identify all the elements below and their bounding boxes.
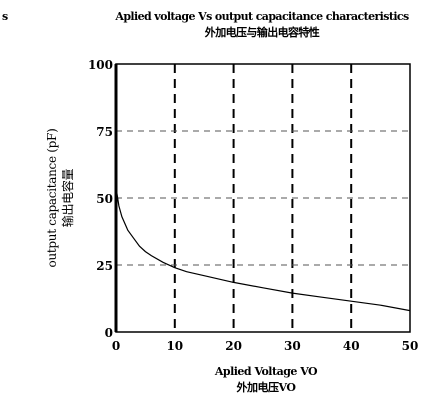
y-tick-label: 100: [88, 58, 113, 72]
x-tick-labels: 0 10 20 30 40 50: [112, 339, 419, 353]
series-line: [115, 187, 411, 312]
grid-lines: [116, 64, 410, 332]
y-tick-label: 75: [96, 125, 113, 139]
x-tick-label: 30: [284, 339, 301, 353]
corner-text-fragment: s: [2, 10, 8, 23]
y-tick-label: 25: [96, 259, 113, 273]
series-layer: [115, 187, 411, 312]
chart-title-cjk: 外加电压与输出电容特性: [204, 25, 320, 39]
y-tick-label: 0: [105, 326, 113, 340]
x-tick-label: 50: [402, 339, 419, 353]
x-tick-label: 10: [166, 339, 183, 353]
y-tick-label: 50: [96, 192, 113, 206]
y-axis-label: output capacitance (pF): [45, 129, 59, 268]
x-tick-label: 0: [112, 339, 120, 353]
y-tick-labels: 0 25 50 75 100: [88, 58, 113, 340]
x-axis-label: Aplied Voltage VO: [214, 365, 318, 378]
x-tick-label: 40: [343, 339, 360, 353]
x-axis-label-cjk: 外加电压VO: [236, 380, 297, 394]
chart-title: Aplied voltage Vs output capacitance cha…: [114, 10, 409, 23]
y-axis-label-cjk: 输出电容量: [60, 168, 75, 227]
x-tick-label: 20: [225, 339, 242, 353]
